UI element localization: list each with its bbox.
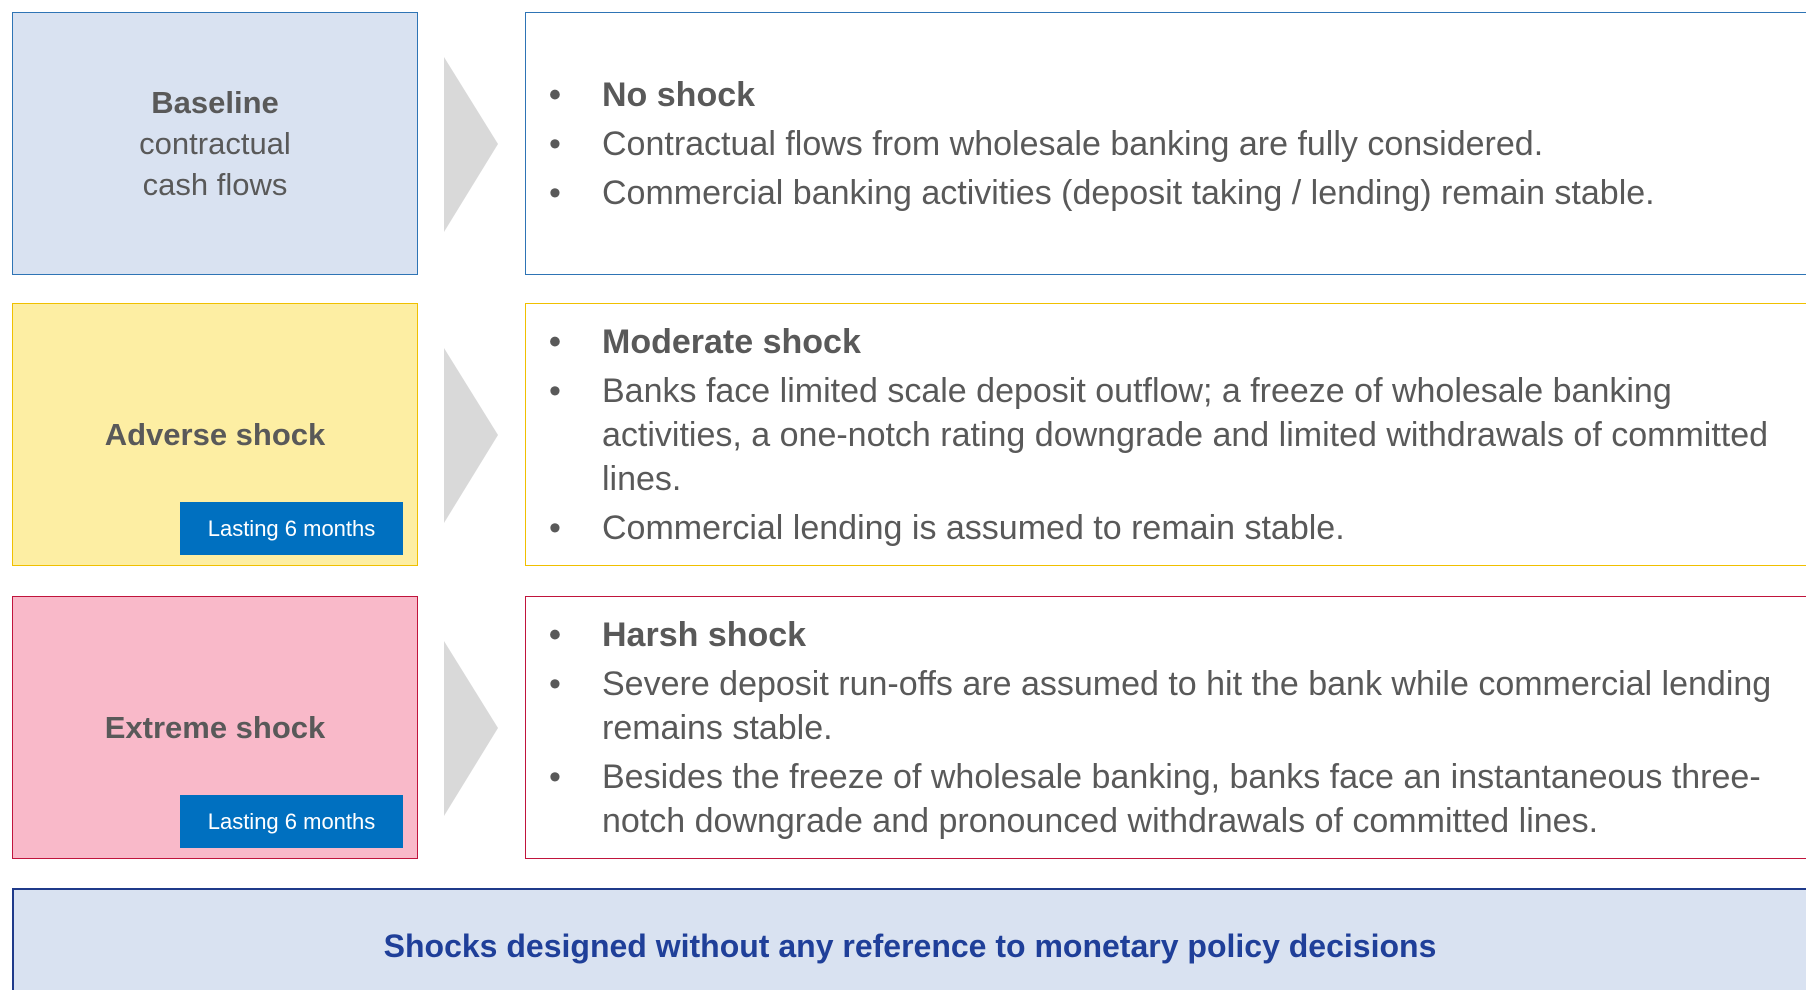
bullet-heading: Harsh shock [549,613,1782,657]
arrow-shape [444,641,498,816]
bullet-item: Besides the freeze of wholesale banking,… [549,755,1782,843]
bullet-heading: Moderate shock [549,320,1782,364]
scenario-label: Extreme shock [104,710,326,745]
arrow [444,641,498,816]
arrow [444,57,498,232]
bullet-list: Moderate shock Banks face limited scale d… [526,315,1791,555]
description-box: Moderate shock Banks face limited scale d… [525,303,1806,566]
bullet-item: Commercial lending is assumed to remain … [549,506,1782,550]
scenario-box: Baseline contractual cash flows [12,12,418,275]
duration-badge: Lasting 6 months [180,795,403,848]
bullet-item: Banks face limited scale deposit outflow… [549,369,1782,501]
scenario-label: Baseline [151,85,279,120]
footer-banner: Shocks designed without any reference to… [12,888,1806,990]
arrow-shape [444,57,498,232]
scenario-box: Adverse shock Lasting 6 months [12,303,418,566]
scenario-box: Extreme shock Lasting 6 months [12,596,418,859]
bullet-item: Commercial banking activities (deposit t… [549,171,1782,215]
scenario-sublabel: contractual cash flows [139,126,291,202]
description-box: No shock Contractual flows from wholesale… [525,12,1806,275]
bullet-heading: No shock [549,73,1782,117]
arrow [444,348,498,523]
bullet-item: Severe deposit run-offs are assumed to h… [549,662,1782,750]
bullet-list: Harsh shock Severe deposit run-offs are a… [526,608,1791,848]
scenario-label: Adverse shock [104,417,326,452]
description-box: Harsh shock Severe deposit run-offs are a… [525,596,1806,859]
bullet-list: No shock Contractual flows from wholesale… [526,68,1791,220]
arrow-shape [444,348,498,523]
duration-badge: Lasting 6 months [180,502,403,555]
bullet-item: Contractual flows from wholesale banking… [549,122,1782,166]
